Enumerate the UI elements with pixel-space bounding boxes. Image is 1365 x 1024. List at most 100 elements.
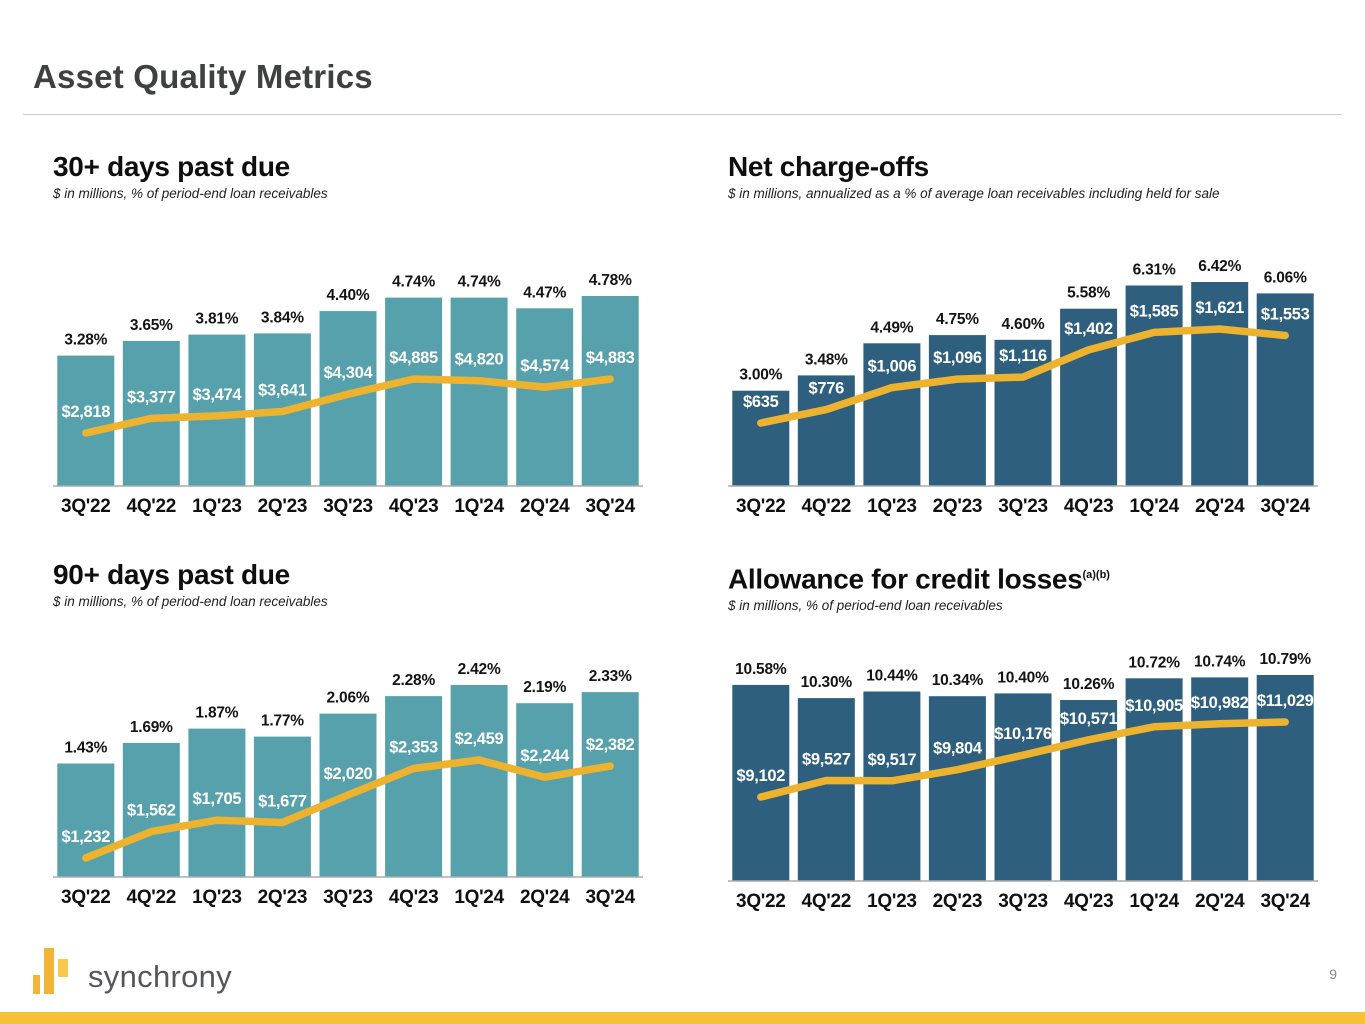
chart-title: Net charge-offs <box>728 151 929 182</box>
category-label: 4Q'22 <box>802 496 852 517</box>
percent-label: 2.28% <box>392 672 435 689</box>
dollar-label: $9,804 <box>933 740 983 758</box>
synchrony-logo: synchrony <box>33 948 232 994</box>
category-label: 3Q'22 <box>61 496 111 517</box>
percent-label: 4.78% <box>589 272 632 289</box>
page-title: Asset Quality Metrics <box>33 58 373 95</box>
bar <box>797 375 855 486</box>
dollar-label: $1,621 <box>1195 299 1244 317</box>
category-label: 1Q'24 <box>1129 891 1179 912</box>
trend-line <box>82 375 614 437</box>
chart-title-footnote-marker: (a)(b) <box>1082 569 1110 581</box>
dollar-label: $4,304 <box>324 364 374 382</box>
bar <box>1191 282 1249 486</box>
bar-line-chart-30-days: 3.28% $2,818 3Q'22 3.65% $3,377 4Q'22 3.81% $3,… <box>53 272 643 517</box>
category-label: 1Q'23 <box>192 496 242 517</box>
percent-label: 10.74% <box>1194 654 1246 671</box>
percent-label: 4.40% <box>327 287 370 304</box>
percent-label: 3.28% <box>64 332 107 349</box>
category-label: 3Q'22 <box>736 496 786 517</box>
dollar-label: $4,574 <box>520 357 570 375</box>
dollar-label: $9,102 <box>736 767 785 785</box>
chart-title-text: Allowance for credit losses <box>728 563 1083 595</box>
chart-subtitle: $ in millions, % of period-end loan rece… <box>728 598 1003 614</box>
percent-label: 1.77% <box>261 713 304 730</box>
dollar-label: $10,176 <box>994 726 1052 744</box>
dollar-label: $776 <box>809 380 845 398</box>
bar <box>1125 285 1183 486</box>
bar <box>863 343 921 486</box>
dollar-label: $2,244 <box>520 747 570 765</box>
category-label: 1Q'23 <box>867 891 917 912</box>
category-label: 2Q'23 <box>258 496 308 517</box>
dollar-label: $635 <box>743 393 779 411</box>
dollar-label: $10,571 <box>1060 710 1118 728</box>
dollar-label: $1,232 <box>61 828 110 846</box>
percent-label: 10.44% <box>866 668 918 685</box>
percent-label: 3.81% <box>195 311 238 328</box>
percent-label: 10.30% <box>801 674 853 691</box>
dollar-label: $1,006 <box>868 358 917 376</box>
bar <box>122 340 180 486</box>
percent-label: 4.75% <box>936 311 979 328</box>
dollar-label: $2,020 <box>324 765 373 783</box>
percent-label: 3.84% <box>261 309 304 326</box>
dollar-label: $3,474 <box>193 386 243 404</box>
dollar-label: $4,885 <box>389 349 438 367</box>
dollar-label: $4,820 <box>455 351 504 369</box>
bar <box>928 335 986 486</box>
bar <box>385 696 443 877</box>
bar <box>1191 677 1249 882</box>
bar <box>1125 678 1183 882</box>
category-label: 2Q'23 <box>258 887 308 908</box>
category-label: 3Q'22 <box>736 891 786 912</box>
category-label: 3Q'22 <box>61 887 111 908</box>
dollar-label: $1,562 <box>127 802 176 820</box>
category-label: 3Q'23 <box>323 887 373 908</box>
category-label: 4Q'22 <box>127 496 177 517</box>
section-net-charge-offs: Net charge-offs $ in millions, annualize… <box>728 150 1318 522</box>
category-label: 4Q'23 <box>1064 496 1114 517</box>
bar <box>516 703 574 877</box>
bar <box>188 334 246 486</box>
dollar-label: $2,459 <box>455 730 504 748</box>
percent-label: 1.43% <box>64 740 107 757</box>
percent-label: 4.47% <box>523 284 566 301</box>
dollar-label: $1,705 <box>193 790 242 808</box>
bar <box>385 297 443 486</box>
percent-label: 10.72% <box>1128 655 1180 672</box>
category-label: 1Q'24 <box>454 887 504 908</box>
bar <box>1256 293 1314 486</box>
bar <box>863 691 921 882</box>
category-label: 3Q'24 <box>585 887 635 908</box>
bar <box>581 296 639 486</box>
category-label: 4Q'23 <box>1064 891 1114 912</box>
bar <box>188 728 246 877</box>
dollar-label: $2,382 <box>586 736 635 754</box>
bar <box>516 308 574 486</box>
chart-subtitle: $ in millions, % of period-end loan rece… <box>53 186 328 201</box>
bar-line-chart-net-charge-offs: 3.00% $635 3Q'22 3.48% $776 4Q'22 4.49% $1,006 1… <box>728 258 1318 517</box>
category-label: 3Q'23 <box>323 496 373 517</box>
bar <box>450 297 508 486</box>
category-label: 2Q'24 <box>520 496 570 517</box>
percent-label: 3.00% <box>739 367 782 384</box>
bar <box>994 693 1052 882</box>
dollar-label: $11,029 <box>1257 692 1314 710</box>
dollar-label: $1,585 <box>1130 302 1179 320</box>
section-90-days-past-due: 90+ days past due $ in millions, % of pe… <box>53 558 643 913</box>
dollar-label: $4,883 <box>586 349 635 367</box>
chart-subtitle: $ in millions, annualized as a % of aver… <box>728 186 1220 201</box>
category-label: 4Q'22 <box>127 887 177 908</box>
dollar-label: $3,641 <box>258 382 307 400</box>
trend-line <box>757 718 1289 802</box>
percent-label: 5.58% <box>1067 285 1110 302</box>
dollar-label: $10,905 <box>1125 697 1183 715</box>
dollar-label: $2,818 <box>61 403 110 421</box>
bar <box>57 355 115 486</box>
category-label: 3Q'24 <box>1260 891 1310 912</box>
dollar-label: $1,116 <box>999 347 1047 365</box>
bar <box>928 696 986 882</box>
title-divider <box>23 114 1342 115</box>
